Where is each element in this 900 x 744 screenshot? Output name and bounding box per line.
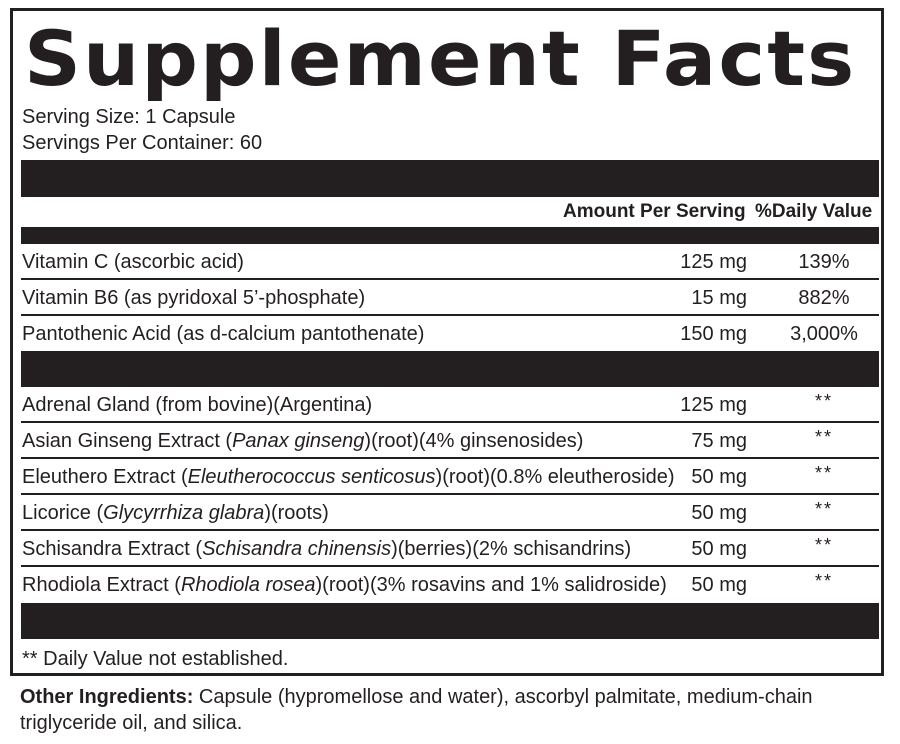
ingredient-name: Schisandra Extract (Schisandra chinensis… [22,537,631,561]
ingredient-amount: 125 mg [680,394,747,416]
ingredient-name-detail: )(root)(0.8% eleutheroside) [435,466,675,488]
ingredient-name-text: Asian Ginseng Extract ( [22,430,233,452]
ingredient-name-text: Adrenal Gland (from bovine)(Argentina) [22,394,373,416]
ingredient-name-text: Eleuthero Extract ( [22,466,188,488]
ingredient-daily-value: ** [814,499,833,519]
other-ingredients-label: Other Ingredients: [20,686,194,708]
ingredient-amount: 75 mg [691,430,747,452]
thick-divider-bottom [21,603,879,639]
ingredient-daily-value: ** [814,571,833,591]
thick-divider-top [21,160,879,197]
ingredient-name-detail: )(roots) [264,502,329,524]
supplement-facts-panel: Supplement Facts Serving Size: 1 Capsule… [10,8,884,676]
nutrient-name: Pantothenic Acid (as d-calcium pantothen… [22,323,425,345]
ingredient-amount: 50 mg [691,538,747,560]
ingredient-latin-name: Panax ginseng [232,430,365,452]
ingredient-row: Asian Ginseng Extract (Panax ginseng)(ro… [21,423,879,459]
ingredient-amount: 50 mg [691,466,747,488]
ingredient-row: Adrenal Gland (from bovine)(Argentina) 12… [21,387,879,423]
servings-per-container: Servings Per Container: 60 [22,132,263,154]
ingredient-latin-name: Rhodiola rosea [180,574,316,596]
ingredient-latin-name: Glycyrrhiza glabra [103,502,265,524]
nutrient-name: Vitamin C (ascorbic acid) [22,251,244,273]
serving-size: Serving Size: 1 Capsule [22,106,236,128]
ingredient-daily-value: ** [814,463,833,483]
nutrient-amount: 150 mg [680,323,747,345]
ingredient-amount: 50 mg [691,502,747,524]
nutrient-row: Pantothenic Acid (as d-calcium pantothen… [21,316,879,352]
ingredient-name: Licorice (Glycyrrhiza glabra)(roots) [22,501,329,525]
ingredient-latin-name: Schisandra chinensis [202,538,392,560]
ingredient-name-text: Rhodiola Extract ( [22,574,181,596]
ingredient-name-detail: )(root)(3% rosavins and 1% salidroside) [315,574,667,596]
medium-divider [21,227,879,244]
nutrient-row: Vitamin B6 (as pyridoxal 5’-phosphate) 15… [21,280,879,316]
ingredient-name: Adrenal Gland (from bovine)(Argentina) [22,393,372,417]
ingredient-name: Asian Ginseng Extract (Panax ginseng)(ro… [22,429,583,453]
ingredient-name: Rhodiola Extract (Rhodiola rosea)(root)(… [22,573,667,597]
ingredient-amount: 50 mg [691,574,747,596]
ingredient-daily-value: ** [814,391,833,411]
ingredient-row: Eleuthero Extract (Eleutherococcus senti… [21,459,879,495]
ingredient-name-detail: )(root)(4% ginsenosides) [364,430,584,452]
thick-divider-middle [21,351,879,387]
nutrient-row: Vitamin C (ascorbic acid) 125 mg 139% [21,244,879,280]
ingredient-name-detail: )(berries)(2% schisandrins) [391,538,632,560]
other-ingredients-text: Capsule (hypromellose and water), ascorb… [20,686,813,734]
ingredient-daily-value: ** [814,427,833,447]
panel-title: Supplement Facts [24,14,857,103]
ingredient-name-text: Licorice ( [22,502,104,524]
nutrient-amount: 125 mg [680,251,747,273]
ingredient-row: Licorice (Glycyrrhiza glabra)(roots) 50 m… [21,495,879,531]
nutrient-name: Vitamin B6 (as pyridoxal 5’-phosphate) [22,287,366,309]
ingredient-row: Schisandra Extract (Schisandra chinensis… [21,531,879,567]
daily-value-footnote: ** Daily Value not established. [22,648,289,670]
nutrient-amount: 15 mg [691,287,747,309]
nutrient-daily-value: 882% [798,287,850,309]
nutrient-daily-value: 139% [798,251,850,273]
ingredient-daily-value: ** [814,535,833,555]
other-ingredients: Other Ingredients: Capsule (hypromellose… [20,684,840,736]
daily-value-header: %Daily Value [755,201,873,222]
ingredient-row: Rhodiola Extract (Rhodiola rosea)(root)(… [21,567,879,603]
ingredient-latin-name: Eleutherococcus senticosus [187,466,436,488]
amount-per-serving-header: Amount Per Serving [563,201,746,222]
nutrient-daily-value: 3,000% [790,323,858,345]
ingredient-name: Eleuthero Extract (Eleutherococcus senti… [22,465,675,489]
ingredient-name-text: Schisandra Extract ( [22,538,203,560]
